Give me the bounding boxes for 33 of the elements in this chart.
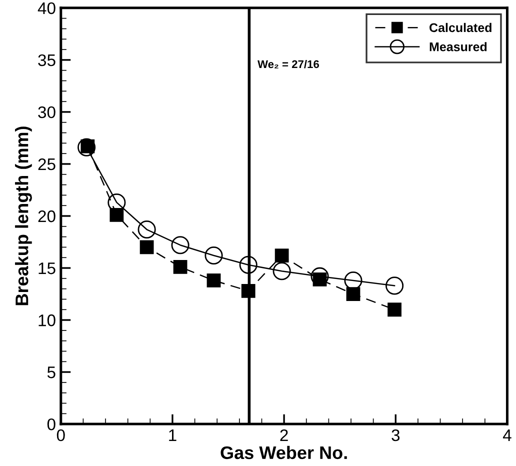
- point: [274, 248, 289, 262]
- y-tick-label: 40: [38, 2, 56, 14]
- y-axis-title: Breakup length (mm): [15, 126, 32, 306]
- point: [171, 236, 190, 254]
- point: [386, 276, 404, 295]
- x-tick-label: 3: [392, 429, 400, 442]
- y-tick-label: 0: [47, 418, 56, 430]
- x-tick-label: 0: [56, 429, 65, 442]
- point: [239, 256, 258, 274]
- point: [138, 220, 156, 239]
- y-tick-label: 10: [38, 314, 56, 326]
- legend-label: Measured: [430, 42, 487, 52]
- point: [241, 284, 256, 298]
- y-tick-label: 15: [38, 262, 56, 274]
- x-tick-label: 2: [280, 429, 288, 441]
- point: [78, 138, 96, 156]
- y-tick-label: 35: [38, 54, 56, 66]
- point: [206, 274, 221, 288]
- y-tick-label: 30: [38, 106, 56, 118]
- annotation: We₂ = 27/16: [258, 60, 319, 68]
- point: [140, 240, 154, 254]
- y-tick-label: 25: [38, 158, 56, 170]
- point: [173, 260, 188, 274]
- x-axis-title: Gas Weber No.: [220, 446, 347, 460]
- y-tick-label: 20: [38, 210, 56, 222]
- y-tick-label: 5: [47, 366, 56, 378]
- point: [388, 302, 402, 317]
- x-tick-label: 1: [169, 430, 176, 441]
- legend-label: Calculated: [430, 22, 492, 32]
- point: [272, 262, 291, 280]
- x-tick-label: 4: [502, 430, 512, 441]
- point: [204, 246, 223, 265]
- point: [346, 287, 360, 301]
